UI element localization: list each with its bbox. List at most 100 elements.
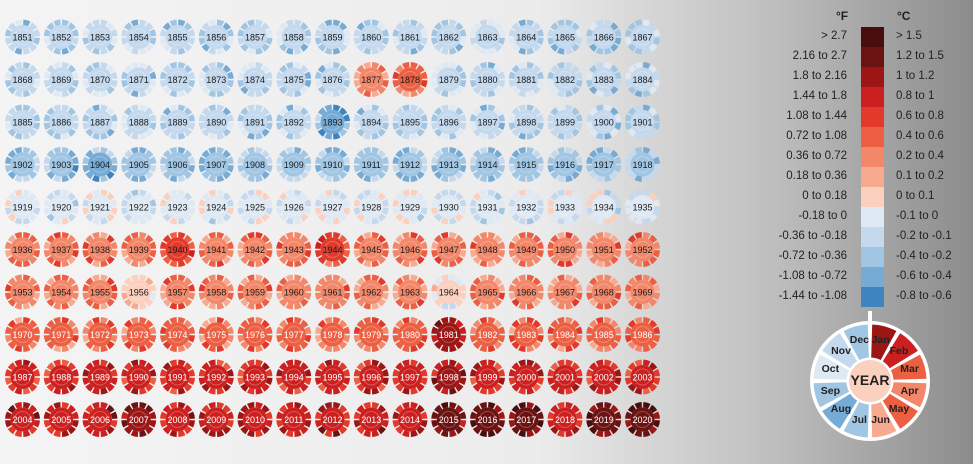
month-segment (586, 165, 594, 173)
month-segment (498, 29, 505, 37)
month-segment (294, 175, 302, 182)
month-segment (71, 122, 79, 130)
month-segment (184, 192, 193, 201)
month-segment (434, 86, 443, 95)
month-segment (198, 37, 206, 45)
month-segment (29, 43, 38, 52)
month-segment (255, 104, 263, 112)
year-label: 1934 (594, 203, 614, 213)
month-segment (627, 43, 636, 52)
year-label: 1873 (206, 75, 226, 85)
month-segment (216, 47, 225, 55)
month-segment (315, 37, 322, 45)
month-segment (643, 104, 651, 112)
month-segment (33, 37, 40, 45)
month-segment (586, 80, 594, 88)
month-segment (532, 192, 541, 201)
month-segment (265, 37, 273, 45)
month-segment (124, 171, 133, 180)
month-segment (363, 104, 371, 112)
month-segment (29, 149, 38, 158)
month-segment (121, 71, 129, 79)
year-center (130, 241, 148, 258)
month-segment (498, 80, 505, 88)
month-segment (53, 232, 61, 239)
month-segment (508, 199, 516, 207)
month-segment (575, 29, 583, 37)
year-label: 1876 (322, 75, 342, 85)
month-segment (178, 90, 186, 97)
month-segment (265, 156, 273, 164)
month-segment (526, 19, 535, 27)
month-segment (536, 156, 544, 164)
month-segment (304, 37, 312, 45)
year-label: 1871 (129, 75, 149, 85)
month-segment (416, 86, 425, 95)
month-segment (53, 132, 61, 140)
month-segment (547, 80, 555, 88)
month-segment (455, 149, 464, 158)
month-segment (240, 22, 249, 31)
month-segment (100, 260, 108, 267)
year-center (440, 71, 458, 88)
month-segment (145, 256, 154, 265)
month-segment (550, 43, 559, 52)
month-segment (356, 213, 365, 222)
month-segment (5, 165, 12, 173)
month-segment (121, 241, 129, 249)
month-segment (324, 47, 332, 55)
month-segment (472, 213, 481, 222)
month-segment (33, 207, 40, 215)
month-segment (85, 171, 94, 180)
month-segment (7, 128, 16, 137)
month-segment (247, 189, 255, 197)
month-segment (377, 149, 386, 158)
month-segment (5, 207, 12, 215)
month-segment (625, 122, 632, 130)
month-segment (643, 217, 651, 225)
month-segment (139, 62, 147, 69)
year-label: 1883 (594, 75, 614, 85)
month-segment (46, 43, 55, 52)
month-segment (324, 175, 332, 182)
month-segment (5, 156, 12, 164)
month-segment (276, 114, 284, 122)
month-segment (333, 19, 341, 27)
month-segment (201, 213, 210, 222)
month-segment (5, 199, 12, 207)
month-segment (518, 132, 526, 140)
month-segment (625, 199, 632, 207)
month-segment (226, 80, 234, 88)
month-segment (479, 104, 487, 112)
month-segment (434, 64, 443, 73)
year-center (207, 156, 225, 173)
month-segment (595, 90, 604, 97)
year-center (52, 156, 70, 173)
year-ring-1938: 1938 (82, 232, 118, 267)
month-segment (488, 132, 496, 140)
year-ring-1896: 1896 (431, 104, 467, 140)
month-segment (420, 37, 428, 45)
month-segment (14, 232, 22, 239)
month-segment (363, 132, 371, 140)
month-segment (261, 86, 270, 95)
month-segment (247, 90, 255, 97)
month-segment (536, 122, 544, 130)
month-segment (614, 122, 622, 130)
year-label: 1906 (167, 160, 187, 170)
month-segment (160, 37, 167, 45)
month-segment (100, 104, 108, 112)
month-segment (226, 122, 234, 130)
month-segment (121, 199, 129, 207)
year-center (362, 156, 380, 173)
month-segment (434, 22, 443, 31)
year-ring-1900: 1900 (586, 104, 622, 140)
month-segment (449, 132, 457, 140)
month-segment (532, 107, 541, 116)
month-segment (434, 213, 443, 222)
month-segment (201, 128, 210, 137)
month-segment (261, 149, 270, 158)
month-segment (46, 128, 55, 137)
month-segment (160, 199, 167, 207)
year-ring-1939: 1939 (121, 232, 157, 267)
